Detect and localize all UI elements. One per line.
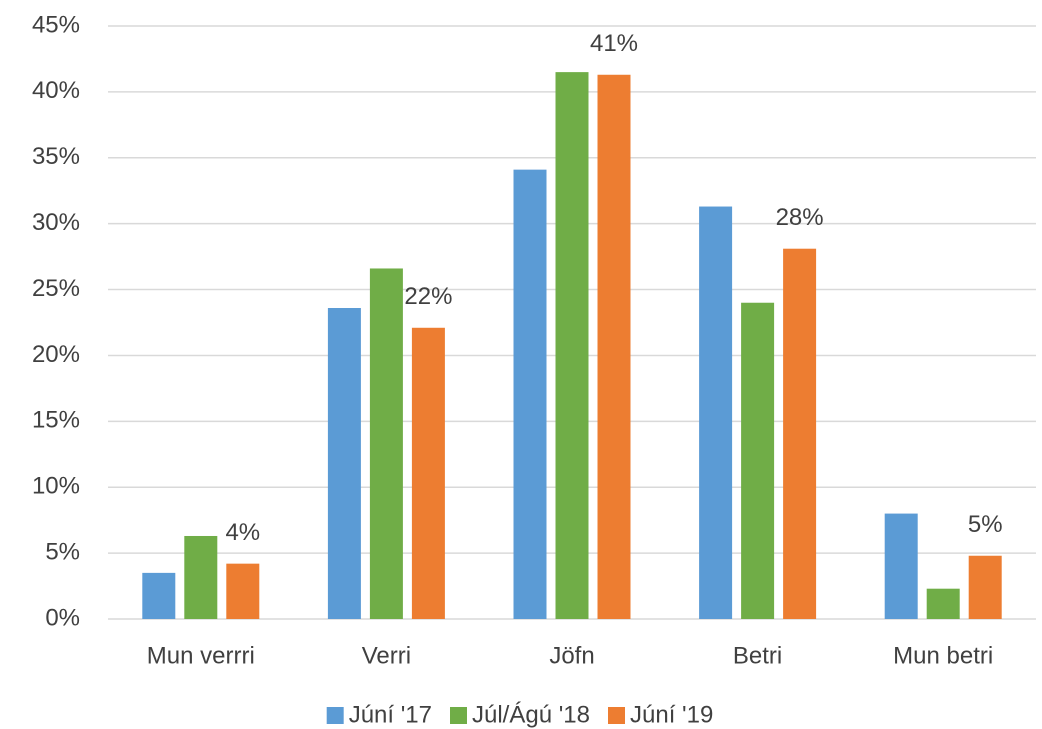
bar (741, 302, 775, 619)
data-label: 28% (776, 204, 824, 231)
y-tick-label: 35% (32, 143, 80, 170)
y-tick-label: 10% (32, 473, 80, 500)
bar (142, 572, 176, 619)
legend-label: Júní '17 (349, 701, 432, 728)
y-tick-label: 30% (32, 209, 80, 236)
bar (783, 248, 817, 619)
bar (513, 169, 547, 620)
bar (184, 535, 218, 619)
legend-swatch (450, 707, 467, 724)
y-tick-label: 0% (45, 604, 80, 631)
bar (597, 74, 631, 620)
legend-label: Júl/Ágú '18 (472, 701, 590, 728)
bar (226, 563, 260, 619)
data-label: 41% (590, 30, 638, 57)
x-tick-label: Jöfn (549, 642, 594, 669)
legend-swatch (608, 707, 625, 724)
bar (369, 268, 403, 619)
data-label: 4% (225, 519, 260, 546)
y-tick-label: 40% (32, 77, 80, 104)
y-tick-label: 5% (45, 538, 80, 565)
bar (884, 513, 918, 619)
legend-swatch (326, 707, 344, 724)
bar (699, 206, 733, 619)
bar (327, 308, 361, 619)
bar (968, 555, 1002, 619)
y-tick-label: 20% (32, 341, 80, 368)
data-label: 22% (404, 283, 452, 310)
bar (411, 327, 445, 619)
legend-label: Júní '19 (630, 701, 713, 728)
y-tick-label: 25% (32, 275, 80, 302)
bar (926, 588, 960, 619)
y-tick-label: 45% (32, 11, 80, 38)
y-tick-label: 15% (32, 407, 80, 434)
x-tick-label: Betri (733, 642, 782, 669)
x-tick-label: Mun verrri (147, 642, 255, 669)
x-tick-label: Verri (362, 642, 411, 669)
data-label: 5% (968, 511, 1003, 538)
bar (555, 72, 589, 620)
x-tick-label: Mun betri (893, 642, 993, 669)
